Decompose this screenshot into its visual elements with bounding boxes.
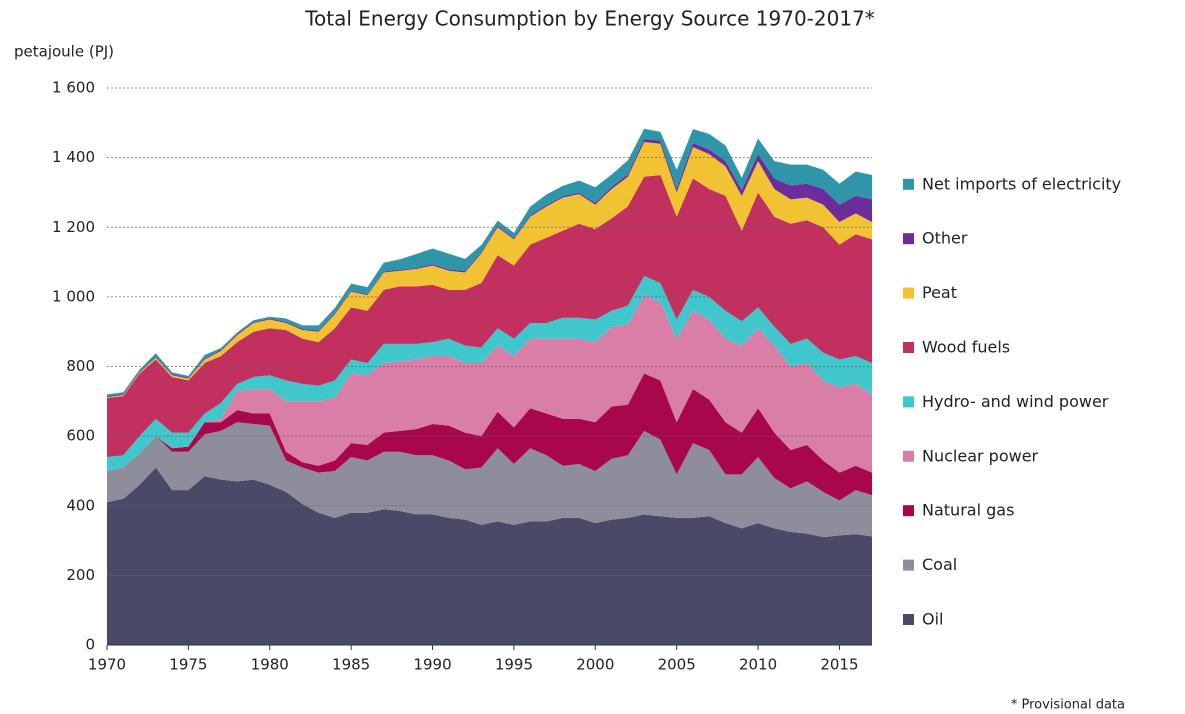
legend-label: Net imports of electricity <box>922 174 1121 193</box>
legend-swatch <box>903 178 914 190</box>
area <box>107 467 872 645</box>
legend-swatch <box>903 287 914 299</box>
x-tick-label: 1985 <box>332 656 370 674</box>
y-tick-label: 400 <box>66 496 95 514</box>
legend-label: Wood fuels <box>922 338 1010 357</box>
y-tick-label: 0 <box>85 636 95 654</box>
area <box>107 373 872 501</box>
area <box>107 175 872 458</box>
y-tick-label: 1 600 <box>52 79 95 97</box>
x-tick-label: 1990 <box>413 656 451 674</box>
legend-label: Coal <box>922 555 957 574</box>
x-tick-label: 1970 <box>88 656 126 674</box>
y-tick-label: 1 200 <box>52 218 95 236</box>
legend-swatch <box>903 450 914 462</box>
area <box>107 422 872 538</box>
legend-label: Other <box>922 229 968 248</box>
x-tick-label: 1975 <box>169 656 207 674</box>
x-tick-label: 2015 <box>820 656 858 674</box>
footnote: * Provisional data <box>1011 698 1125 713</box>
legend-swatch <box>903 396 914 408</box>
area <box>107 275 872 471</box>
x-tick-label: 2010 <box>739 656 777 674</box>
legend-label: Oil <box>922 610 943 629</box>
legend-label: Natural gas <box>922 501 1014 520</box>
chart-title: Total Energy Consumption by Energy Sourc… <box>304 7 875 31</box>
y-tick-label: 200 <box>66 566 95 584</box>
y-tick-label: 1 000 <box>52 287 95 305</box>
legend-swatch <box>903 559 914 571</box>
area <box>107 141 872 398</box>
y-tick-label: 600 <box>66 427 95 445</box>
y-tick-label: 800 <box>66 357 95 375</box>
legend-label: Peat <box>922 283 957 302</box>
legend-swatch <box>903 614 914 625</box>
x-tick-label: 2005 <box>658 656 696 674</box>
legend-swatch <box>903 342 914 353</box>
area <box>107 295 872 473</box>
legend-label: Nuclear power <box>922 446 1039 465</box>
y-axis-label: petajoule (PJ) <box>14 43 114 61</box>
legend-swatch <box>903 233 914 245</box>
x-tick-label: 1980 <box>251 656 289 674</box>
legend-swatch <box>903 505 914 517</box>
legend-label: Hydro- and wind power <box>922 392 1109 411</box>
x-tick-label: 2000 <box>576 656 614 674</box>
y-tick-label: 1 400 <box>52 148 95 166</box>
x-tick-label: 1995 <box>495 656 533 674</box>
